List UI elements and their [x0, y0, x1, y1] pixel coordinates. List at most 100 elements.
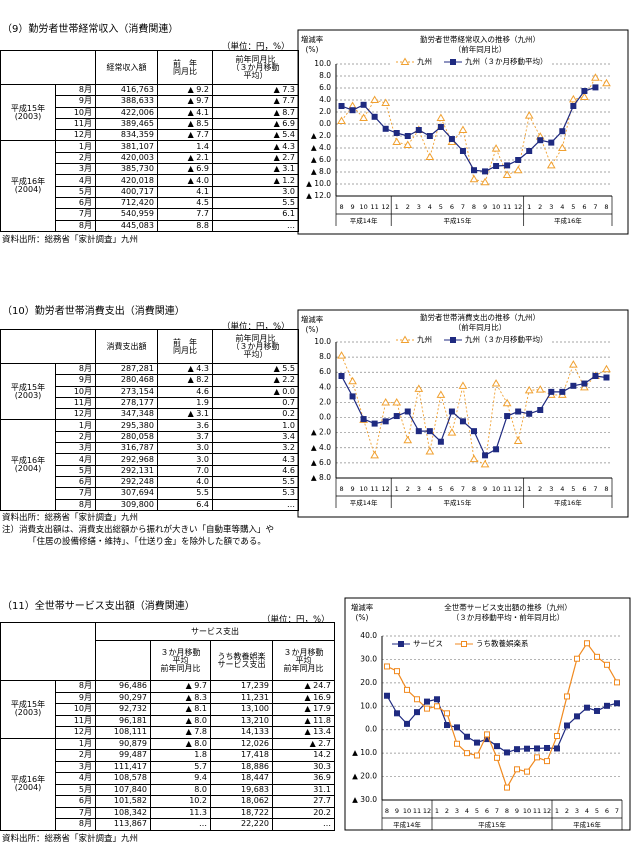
group-year: (2003): [14, 111, 42, 121]
row-label: 3月: [55, 163, 96, 176]
marker: [557, 143, 567, 151]
y-tick-label: 6.0: [319, 367, 331, 376]
header-line: サービス支出: [217, 659, 266, 669]
data-row: 7月 540,959 7.7 6.1: [1, 208, 299, 221]
cell: 4.6: [157, 385, 213, 398]
marker: [404, 720, 410, 727]
data-row: 5月 400,717 4.1 3.0: [1, 185, 299, 198]
marker: [370, 450, 380, 459]
cell: 4.6: [212, 464, 299, 477]
data-table: 経常収入額前 年同月比 前年同月比 （３か月移動 平均） 平成15年 (2003) 8月 41…: [0, 50, 299, 232]
x-tick-label: 6: [582, 203, 586, 211]
group-label: 平成15年: [10, 700, 46, 710]
row-label: 4月: [55, 174, 96, 187]
x-tick-label: 8: [472, 485, 476, 493]
x-tick-label: 7: [615, 807, 619, 815]
x-tick-label: 11: [503, 203, 511, 211]
cell: 107,840: [95, 783, 151, 796]
chart-title: 勤労者世帯経常収入の推移（九州）: [420, 34, 540, 44]
row-label: 4月: [55, 772, 96, 785]
data-row: 7月 108,342 11.3 18,722 20.2: [1, 806, 335, 819]
x-tick-label: 12: [423, 807, 431, 815]
cell: ▲ 1.2: [212, 174, 299, 187]
section-title: （10）勤労者世帯消費支出（消費関連）: [2, 306, 185, 317]
cell: 6.1: [212, 208, 299, 221]
row-label: 12月: [55, 408, 96, 421]
row-group: 平成15年 (2003): [0, 83, 56, 142]
data-row: 11月 389,465 ▲ 8.5 ▲ 6.9: [1, 117, 299, 131]
x-tick-label: 4: [560, 203, 564, 211]
x-tick-label: 11: [370, 485, 378, 493]
cell: 295,380: [95, 419, 158, 432]
cell: ▲ 6.9: [212, 117, 299, 131]
marker: [592, 84, 599, 91]
cell: 3.7: [157, 430, 213, 444]
column-header: 前年同月比 （３か月移動 平均）: [212, 50, 299, 85]
cell: 292,248: [95, 475, 158, 489]
marker: [414, 384, 424, 392]
row-group: 平成16年 (2004): [0, 737, 56, 831]
marker: [602, 364, 611, 373]
marker: [426, 428, 433, 435]
cell: ▲ 8.2: [157, 374, 213, 387]
cell: ▲ 13.4: [272, 726, 335, 739]
cell: 307,694: [95, 487, 158, 500]
x-tick-label: 2: [406, 485, 410, 493]
x-tick-label: 9: [515, 807, 519, 815]
cell: 3.4: [212, 430, 299, 444]
marker: [400, 57, 410, 65]
group-header: サービス支出: [95, 622, 335, 641]
row-label: 6月: [55, 196, 96, 210]
header-line: 前年同月比: [283, 663, 324, 673]
cell: 108,111: [95, 726, 151, 739]
marker: [444, 722, 450, 729]
x-tick-label: 3: [549, 485, 553, 493]
marker: [513, 436, 523, 444]
chart-subtitle: （前年同月比）: [454, 44, 507, 54]
marker: [359, 113, 368, 121]
marker: [548, 388, 555, 395]
year-label: 平成15年: [444, 498, 472, 507]
cell: 292,131: [95, 464, 158, 477]
marker: [371, 113, 378, 120]
y-tick-label: 8.0: [319, 71, 331, 80]
marker: [482, 168, 489, 175]
marker: [424, 705, 430, 712]
x-tick-label: 4: [428, 485, 432, 493]
x-tick-label: 11: [370, 203, 378, 211]
cell: 108,342: [95, 806, 151, 819]
y-tick-label: ▲ 2.0: [311, 131, 331, 140]
marker: [524, 768, 530, 775]
cell: ▲ 4.3: [157, 362, 213, 376]
chart-title: 勤労者世帯消費支出の推移（九州）: [420, 312, 540, 322]
marker: [544, 758, 550, 765]
row-label: 9月: [55, 95, 96, 108]
x-tick-label: 9: [483, 203, 487, 211]
y-tick-label: 2.0: [319, 107, 331, 116]
marker: [524, 111, 534, 119]
marker: [436, 390, 446, 398]
row-label: 8月: [55, 219, 96, 232]
x-tick-label: 5: [571, 485, 575, 493]
marker: [469, 174, 479, 183]
cell: 712,420: [95, 196, 158, 210]
cell: 1.0: [212, 419, 299, 432]
cell: ▲ 4.1: [157, 106, 213, 119]
marker: [424, 698, 430, 705]
cell: 389,465: [95, 117, 158, 131]
cell: 280,468: [95, 374, 158, 387]
marker: [592, 373, 599, 379]
y-tick-label: ▲ 8.0: [311, 473, 331, 482]
data-table: サービス支出 ３か月移動 平均 前年同月比 うち教養娯楽 サービス支出 ３か月移動 平均 前年同…: [0, 622, 335, 831]
group-year: (2003): [14, 708, 42, 718]
marker: [526, 410, 533, 417]
x-tick-label: 5: [475, 807, 479, 815]
data-row: 5月 107,840 8.0 19,683 31.1: [1, 783, 335, 796]
cell: ▲ 2.2: [212, 374, 299, 387]
cell: ▲ 3.1: [212, 163, 299, 176]
marker: [425, 152, 435, 160]
y-tick-label: 2.0: [319, 397, 331, 406]
marker: [574, 713, 580, 720]
marker: [603, 374, 610, 381]
column-header: 前 年同月比: [157, 50, 213, 85]
